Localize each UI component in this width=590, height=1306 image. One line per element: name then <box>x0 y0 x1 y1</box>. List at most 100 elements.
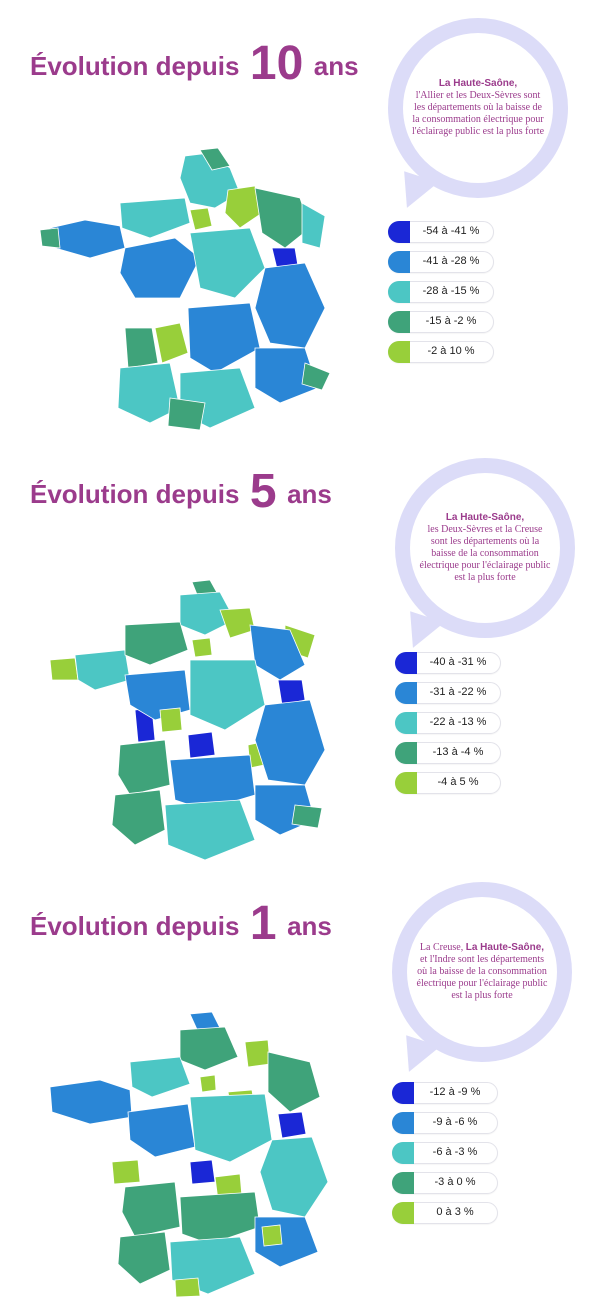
legend-label: -54 à -41 % <box>422 225 480 237</box>
section-1-year: Évolution depuis 1 ans La Creuse, La Hau… <box>0 870 590 1300</box>
dept-picardie[interactable] <box>219 607 256 639</box>
legend-swatch <box>395 712 417 734</box>
legend-label: 0 à 3 % <box>436 1206 474 1218</box>
dept-haute-saone[interactable] <box>277 1111 307 1139</box>
dept-alsace[interactable] <box>301 202 326 249</box>
dept-nord[interactable] <box>199 148 231 171</box>
dept-aquitaine[interactable] <box>111 789 166 846</box>
dept-region-east[interactable] <box>254 187 311 249</box>
title-prefix: Évolution depuis <box>30 911 240 941</box>
dept-rhone-alpes[interactable] <box>254 699 326 786</box>
legend-swatch <box>392 1202 414 1224</box>
dept-bretagne[interactable] <box>49 219 126 259</box>
dept-aquitaine[interactable] <box>117 362 181 424</box>
dept-alpes-maritimes[interactable] <box>301 362 331 391</box>
dept-bretagne[interactable] <box>74 649 131 691</box>
legend-swatch <box>388 251 410 273</box>
map-outline <box>40 148 331 431</box>
legend-item: -12 à -9 % <box>392 1082 498 1104</box>
dept-allier[interactable] <box>154 322 189 364</box>
title-suffix: ans <box>287 911 332 941</box>
dept-east[interactable] <box>249 624 306 681</box>
dept-finistere[interactable] <box>49 657 79 681</box>
map-legend: -54 à -41 % -41 à -28 % -28 à -15 % -15 … <box>388 221 494 371</box>
legend-swatch <box>395 772 417 794</box>
dept-provence[interactable] <box>254 347 319 404</box>
legend-label: -22 à -13 % <box>429 716 487 728</box>
dept-indre[interactable] <box>189 1159 216 1185</box>
section-10-years: Évolution depuis 10 ans La Haute-Saône, … <box>0 0 590 431</box>
dept-haute-saone[interactable] <box>224 185 263 229</box>
legend-label: -2 à 10 % <box>427 345 475 357</box>
legend-item: -13 à -4 % <box>395 742 501 764</box>
france-departments-map <box>40 148 331 431</box>
map-legend: -12 à -9 % -9 à -6 % -6 à -3 % -3 à 0 % … <box>392 1082 498 1232</box>
france-departments-map <box>49 580 326 861</box>
dept-massif[interactable] <box>187 302 261 374</box>
legend-label: -31 à -22 % <box>429 686 487 698</box>
legend-item: -31 à -22 % <box>395 682 501 704</box>
dept-rhone-alpes[interactable] <box>254 262 326 349</box>
legend-swatch <box>388 281 410 303</box>
legend-label: -15 à -2 % <box>425 315 477 327</box>
dept-massif[interactable] <box>179 1191 261 1245</box>
dept-idf[interactable] <box>189 207 213 231</box>
dept-aquitaine[interactable] <box>117 1231 171 1285</box>
legend-item: -2 à 10 % <box>388 341 494 363</box>
dept-centre[interactable] <box>189 227 266 299</box>
dept-finistere[interactable] <box>40 227 61 249</box>
title-prefix: Évolution depuis <box>30 51 240 81</box>
bubble-highlight: La Haute-Saône, <box>438 78 518 89</box>
dept-vendee[interactable] <box>111 1159 141 1185</box>
dept-east[interactable] <box>267 1051 321 1113</box>
legend-swatch <box>395 742 417 764</box>
dept-north[interactable] <box>179 591 236 636</box>
legend-item: -22 à -13 % <box>395 712 501 734</box>
legend-item: -54 à -41 % <box>388 221 494 243</box>
dept-normandie[interactable] <box>119 197 191 239</box>
legend-label: -28 à -15 % <box>422 285 480 297</box>
dept-vienne[interactable] <box>159 707 183 733</box>
legend-label: -40 à -31 % <box>429 656 487 668</box>
dept-pyrenees-or[interactable] <box>174 1277 201 1298</box>
dept-centre[interactable] <box>189 659 266 731</box>
legend-item: 0 à 3 % <box>392 1202 498 1224</box>
dept-idf[interactable] <box>191 637 213 658</box>
map-outline <box>49 580 326 861</box>
dept-centre[interactable] <box>189 1093 273 1163</box>
dept-alpes-maritimes[interactable] <box>291 804 323 829</box>
dept-south[interactable] <box>164 799 256 861</box>
bubble-body: les Deux-Sèvres et la Creuse sont les dé… <box>419 524 551 583</box>
bubble-highlight: La Haute-Saône, <box>445 512 525 523</box>
title-number: 10 <box>249 37 304 90</box>
title-number: 5 <box>249 465 277 518</box>
legend-label: -12 à -9 % <box>429 1086 481 1098</box>
legend-swatch <box>392 1112 414 1134</box>
dept-ardennes[interactable] <box>244 1039 271 1068</box>
dept-west-coast[interactable] <box>117 739 171 796</box>
dept-haute-saone[interactable] <box>277 679 306 706</box>
dept-normandie[interactable] <box>129 1056 191 1098</box>
dept-centre-west[interactable] <box>119 237 201 299</box>
section-title: Évolution depuis 10 ans <box>30 36 359 91</box>
dept-bretagne[interactable] <box>49 1079 133 1125</box>
legend-label: -41 à -28 % <box>422 255 480 267</box>
legend-swatch <box>392 1172 414 1194</box>
dept-vaucluse[interactable] <box>261 1224 283 1247</box>
dept-creuse[interactable] <box>187 731 216 759</box>
france-departments-map <box>49 1012 329 1298</box>
dept-north[interactable] <box>179 1026 239 1071</box>
legend-swatch <box>392 1082 414 1104</box>
dept-rhone-alpes[interactable] <box>259 1136 329 1218</box>
dept-normandie[interactable] <box>124 621 189 666</box>
dept-west-coast[interactable] <box>124 327 159 369</box>
legend-item: -41 à -28 % <box>388 251 494 273</box>
dept-pyrenees[interactable] <box>167 397 206 431</box>
dept-west-coast[interactable] <box>121 1181 181 1238</box>
dept-centre-west[interactable] <box>127 1103 196 1158</box>
bubble-text: La Haute-Saône, les Deux-Sèvres et la Cr… <box>418 512 552 584</box>
map-legend: -40 à -31 % -31 à -22 % -22 à -13 % -13 … <box>395 652 501 802</box>
dept-idf[interactable] <box>199 1074 217 1093</box>
legend-swatch <box>395 682 417 704</box>
bubble-body: et l'Indre sont les départements où la b… <box>416 954 548 1001</box>
